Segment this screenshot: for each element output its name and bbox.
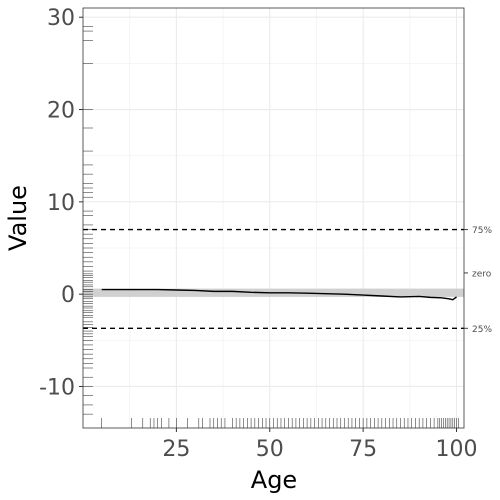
x-tick-label: 25 xyxy=(162,437,190,462)
y-tick-label: -10 xyxy=(39,375,75,400)
series-line xyxy=(101,288,457,301)
x-tick-label: 75 xyxy=(349,437,377,462)
reference-label: 75% xyxy=(472,226,492,236)
x-tick-label: 100 xyxy=(436,437,478,462)
y-tick-label: 0 xyxy=(61,283,75,308)
panel-border xyxy=(82,7,465,429)
y-axis-title: Value xyxy=(4,185,32,251)
plot-area: 75% zero 25% 25 50 75 100 -10 0 10 20 30 xyxy=(39,6,492,462)
reference-label: 25% xyxy=(472,325,492,335)
y-tick-label: 20 xyxy=(47,99,75,124)
x-tick-label: 50 xyxy=(256,437,284,462)
reference-label: zero xyxy=(472,269,492,279)
y-tick-label: 10 xyxy=(47,191,75,216)
y-tick-label: 30 xyxy=(47,6,75,31)
x-axis-title: Age xyxy=(251,466,297,494)
